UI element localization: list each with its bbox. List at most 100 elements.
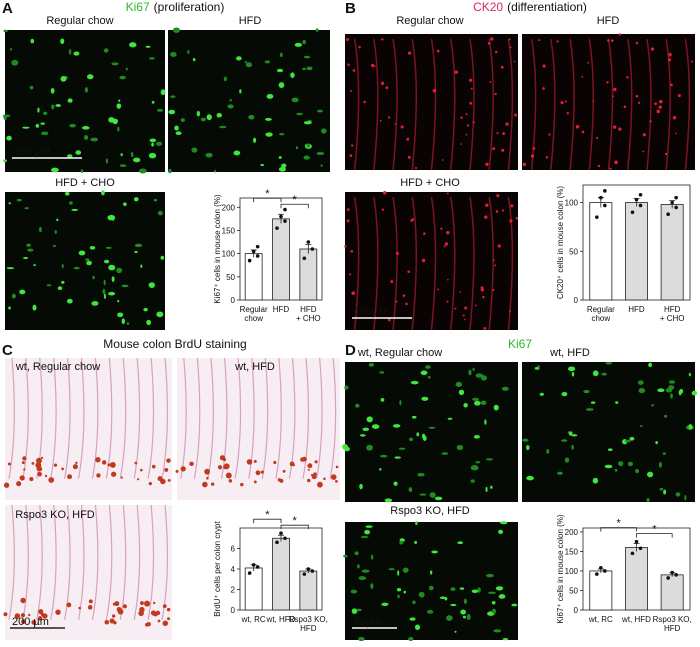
stain [605,362,613,365]
stain [278,156,282,159]
crypt-outline [392,196,398,331]
data-point [638,546,643,551]
stain [468,369,472,376]
x-tick-label: HFD [628,305,645,314]
stain [54,230,58,234]
stain [434,496,443,501]
stain [66,602,72,608]
stain [265,117,272,121]
stain [564,457,570,463]
stain [134,461,138,465]
stain [108,291,116,296]
micrograph [2,29,166,174]
stain [22,126,30,129]
stain [592,100,595,103]
stain [370,63,375,68]
stain [469,101,473,105]
stain [358,636,365,642]
stain [597,164,601,168]
crypt-outline [105,357,113,479]
stain [515,217,519,220]
data-point [283,219,287,223]
y-tick-label: 150 [565,547,579,556]
stain [205,152,213,158]
stain [618,460,624,467]
stain [607,448,613,451]
bar [589,202,613,301]
stain [635,41,639,45]
stain [206,476,209,480]
crypt-outline [469,38,475,171]
stain [471,589,479,593]
significance-label: * [617,518,622,530]
crypt-outline [161,504,169,620]
stain [409,617,416,621]
stain [227,104,234,109]
stain [151,100,155,104]
stain [39,227,42,233]
stain [30,38,35,44]
stain [108,117,115,123]
stain [200,117,207,122]
stain [346,38,349,42]
image-background [522,34,695,170]
stain [103,293,106,299]
stain [387,318,391,322]
stain [474,304,477,307]
stain [344,245,347,248]
stain [67,154,73,158]
stain [148,282,155,289]
stain [28,613,31,617]
stain [380,81,385,85]
stain [137,478,140,481]
panel-title: Mouse colon BrdU staining [103,337,246,351]
micrograph [522,33,695,171]
stain [462,314,465,317]
stain [67,98,73,103]
stain [379,454,388,458]
stain [36,457,42,464]
stain [347,63,350,66]
stain [317,109,323,113]
stain [494,50,498,54]
data-point [630,551,635,556]
stain [151,142,154,147]
stain [690,60,693,63]
stain [113,621,117,625]
stain [280,52,283,58]
crypt-outline [8,504,15,620]
stain [66,298,73,304]
stain [50,87,55,94]
stain [399,400,402,406]
stain [260,470,264,474]
stain [500,65,504,69]
image-background [5,505,172,640]
stain [166,607,171,612]
stain [429,492,436,498]
stain [350,589,358,594]
stain [7,462,11,466]
stain [484,215,488,219]
stain [346,219,350,223]
stain [382,190,387,195]
stain [618,33,621,36]
stain [37,466,43,472]
stain [217,465,223,470]
stain [278,166,286,172]
x-tick-label: Rspo3 KO, HFD [653,615,692,633]
stain [505,122,509,126]
stain [148,152,157,159]
stain [276,68,284,73]
stain [443,245,446,248]
panel-letter: B [345,0,356,17]
stain [395,251,399,255]
stain [497,244,501,248]
image-label: wt, HFD [234,361,275,373]
crypt-outline [392,38,398,171]
stain [20,613,25,618]
image-label: wt, HFD [549,347,590,359]
stain [223,76,227,82]
bar [299,570,318,611]
stain [498,594,506,599]
crypt-outline [449,196,456,331]
